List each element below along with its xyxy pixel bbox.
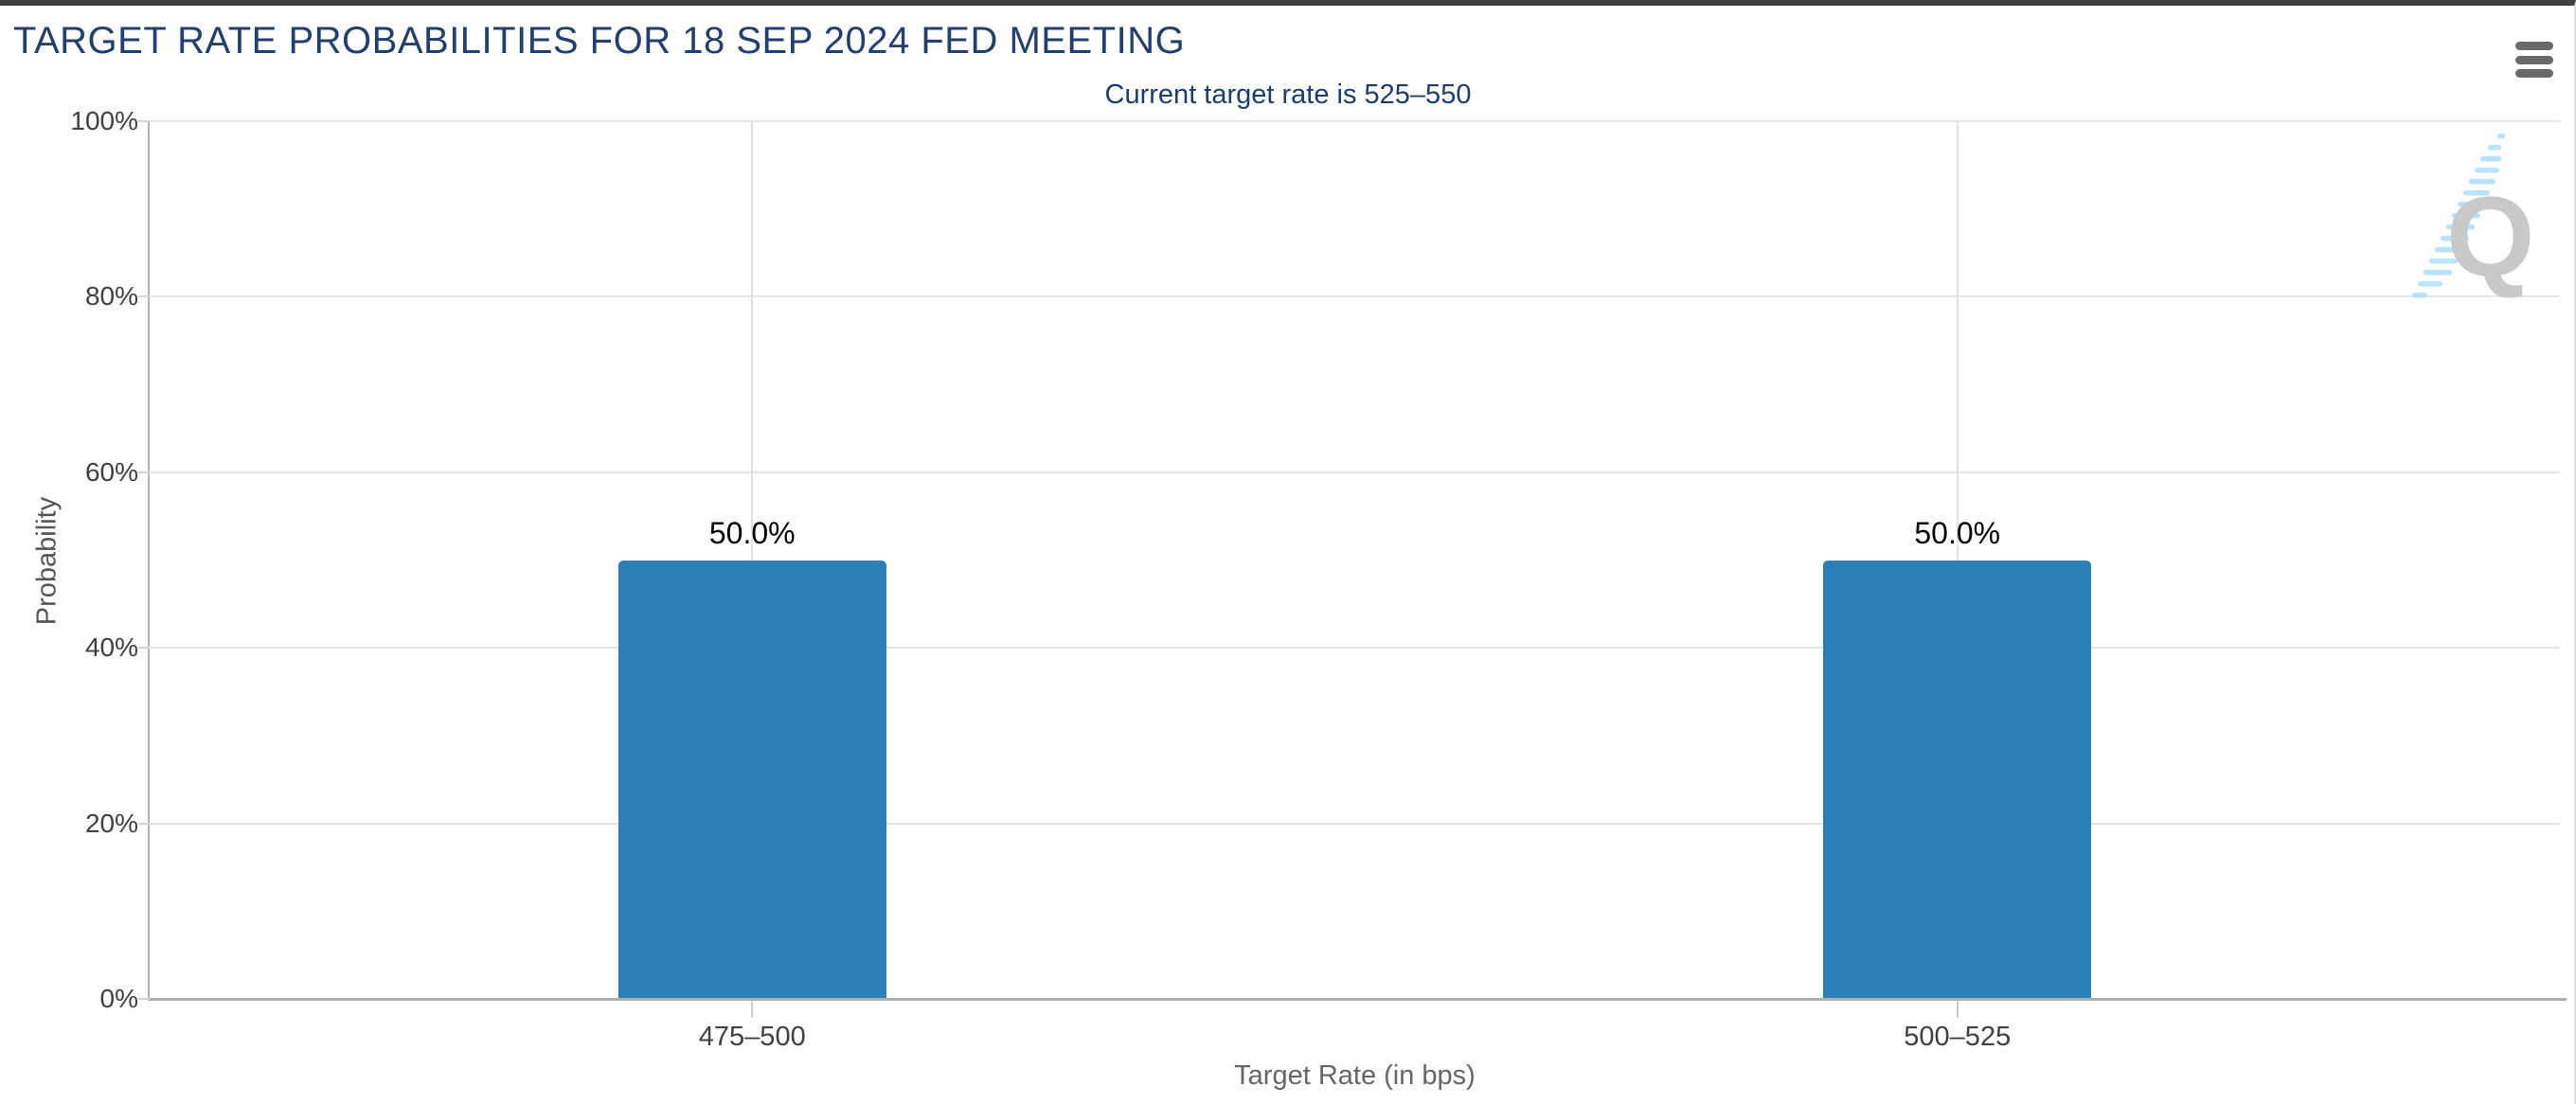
x-category-label: 475–500: [698, 1022, 806, 1052]
hamburger-icon: [2515, 55, 2553, 64]
y-tick-mark: [138, 295, 150, 298]
hamburger-icon: [2515, 69, 2553, 78]
x-axis-title: Target Rate (in bps): [1234, 1060, 1476, 1091]
y-tick-label: 60%: [84, 456, 138, 487]
x-axis-line: [148, 998, 2567, 1001]
bar-475–500[interactable]: [617, 560, 886, 999]
y-tick-mark: [138, 822, 150, 825]
y-tick-label: 40%: [84, 632, 138, 663]
chart-context-menu-button[interactable]: [2515, 42, 2553, 78]
y-tick-mark: [138, 647, 150, 650]
hamburger-icon: [2515, 42, 2553, 50]
y-tick-mark: [138, 998, 150, 1000]
y-axis-title: Probability: [31, 496, 63, 626]
bar-value-label: 50.0%: [708, 515, 796, 550]
chart-title: TARGET RATE PROBABILITIES FOR 18 SEP 202…: [13, 20, 1186, 62]
bar-value-label: 50.0%: [1914, 515, 2001, 550]
gridline-h: [150, 471, 2560, 473]
y-tick-mark: [138, 120, 150, 122]
y-tick-label: 20%: [84, 808, 138, 838]
x-tick-mark: [751, 1001, 754, 1018]
gridline-h: [150, 120, 2560, 122]
gridline-h: [150, 822, 2560, 825]
gridline-h: [150, 295, 2560, 298]
gridline-h: [150, 647, 2560, 650]
y-tick-label: 0%: [99, 984, 138, 1013]
y-axis-line: [148, 121, 150, 999]
y-tick-mark: [138, 471, 150, 473]
chart-subtitle: Current target rate is 525–550: [1104, 80, 1472, 110]
x-category-label: 500–525: [1904, 1022, 2012, 1052]
plot-area: [150, 120, 2560, 999]
bar-500–525[interactable]: [1823, 560, 2092, 999]
x-tick-mark: [1956, 1001, 1959, 1018]
y-tick-label: 80%: [84, 281, 138, 312]
y-tick-label: 100%: [70, 106, 138, 135]
